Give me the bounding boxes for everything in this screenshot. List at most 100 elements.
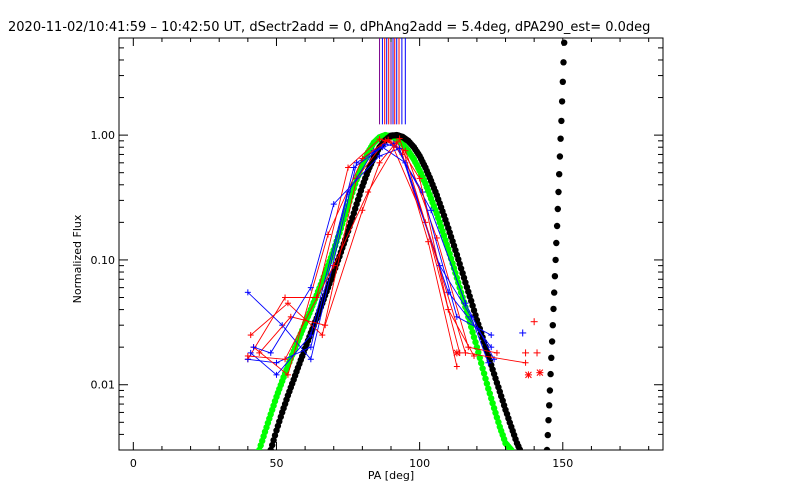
curve-dot	[551, 273, 559, 280]
data-point	[319, 332, 326, 339]
curve-dot	[470, 333, 478, 341]
curve-dot	[476, 354, 483, 361]
data-point	[359, 207, 366, 214]
curve-dot	[550, 305, 557, 313]
data-point	[284, 371, 291, 378]
curve-dot	[546, 402, 553, 409]
curve-dot	[555, 188, 562, 196]
y-tick-label: 0.10	[91, 254, 116, 267]
data-point	[428, 207, 435, 214]
curve-dot	[479, 365, 486, 372]
y-tick-label: 0.01	[91, 379, 116, 392]
data-point	[247, 349, 254, 356]
data-point	[282, 294, 289, 301]
curve-dot	[557, 135, 564, 142]
curve-dot	[545, 417, 552, 424]
data-point	[244, 289, 251, 296]
chart-title: 2020-11-02/10:41:59 – 10:42:50 UT, dSect…	[8, 20, 650, 35]
curve-dot	[558, 117, 565, 125]
curve-dot	[525, 464, 531, 470]
data-point	[376, 136, 383, 143]
curve-dot	[556, 171, 563, 178]
y-axis-label: Normalized Flux	[71, 214, 84, 303]
curve-dot	[470, 307, 478, 314]
data-point	[488, 332, 495, 339]
curve-dot	[271, 432, 279, 439]
data-point	[250, 344, 257, 351]
x-tick-label: 50	[269, 457, 283, 470]
data-point	[382, 137, 389, 144]
curve-dot	[522, 458, 528, 464]
marker-point	[536, 369, 544, 377]
curve-dot	[482, 375, 489, 382]
curve-dot	[488, 395, 495, 402]
curve-dot	[551, 289, 558, 296]
plot-content	[244, 38, 568, 470]
data-point	[307, 332, 314, 339]
curve-dot	[560, 59, 567, 66]
data-point	[307, 356, 314, 363]
data-point	[485, 359, 492, 366]
curve-dot	[475, 349, 482, 356]
data-point	[282, 356, 289, 363]
data-point	[416, 175, 423, 182]
data-point	[379, 144, 386, 151]
data-point	[425, 238, 432, 245]
data-point	[359, 155, 366, 162]
data-point	[453, 313, 460, 320]
curve-dot	[554, 205, 561, 213]
curve-dot	[469, 302, 476, 309]
data-point	[322, 322, 329, 329]
data-point	[468, 313, 475, 320]
curve-dot	[450, 264, 458, 272]
curve-dot	[558, 98, 566, 105]
data-point	[284, 300, 291, 307]
curve-dot	[466, 318, 473, 326]
data-point	[273, 371, 280, 378]
curve-dot	[508, 446, 515, 450]
data-point	[396, 145, 403, 152]
series-line	[247, 137, 526, 364]
data-point	[488, 344, 495, 351]
data-point	[522, 359, 529, 366]
series-line	[253, 148, 492, 354]
x-tick-label: 100	[409, 457, 430, 470]
curve-dot	[486, 390, 493, 397]
data-point	[325, 231, 332, 238]
curve-dot	[549, 322, 556, 329]
data-point	[267, 349, 274, 356]
data-point	[345, 164, 352, 171]
curve-dot	[269, 441, 276, 449]
curve-dot	[516, 446, 523, 450]
data-point	[462, 300, 469, 307]
data-point	[353, 159, 360, 166]
data-point	[273, 359, 280, 366]
series-line	[253, 139, 458, 376]
curve-dot	[478, 359, 485, 367]
data-point	[307, 284, 314, 291]
curve-dot	[521, 455, 527, 461]
data-point	[247, 332, 254, 339]
curve-dot	[546, 387, 554, 394]
marker-point	[522, 349, 530, 357]
curve-dot	[483, 380, 491, 387]
curve-dot	[556, 153, 564, 160]
data-point	[376, 159, 383, 166]
data-point	[385, 136, 392, 143]
data-point	[445, 306, 452, 313]
curve-dot	[469, 328, 476, 336]
curve-dot	[472, 338, 479, 346]
curve-dot	[553, 239, 560, 247]
curve-dot	[548, 338, 556, 345]
curve-dot	[520, 453, 526, 459]
curve-dot	[553, 222, 561, 230]
curve-dot	[547, 370, 554, 378]
data-point	[376, 153, 383, 160]
marker-point	[453, 349, 461, 357]
x-tick-label: 150	[552, 457, 573, 470]
y-tick-label: 1.00	[91, 129, 116, 142]
marker-point	[533, 349, 541, 357]
curve-dot	[552, 256, 559, 264]
data-point	[330, 201, 337, 208]
